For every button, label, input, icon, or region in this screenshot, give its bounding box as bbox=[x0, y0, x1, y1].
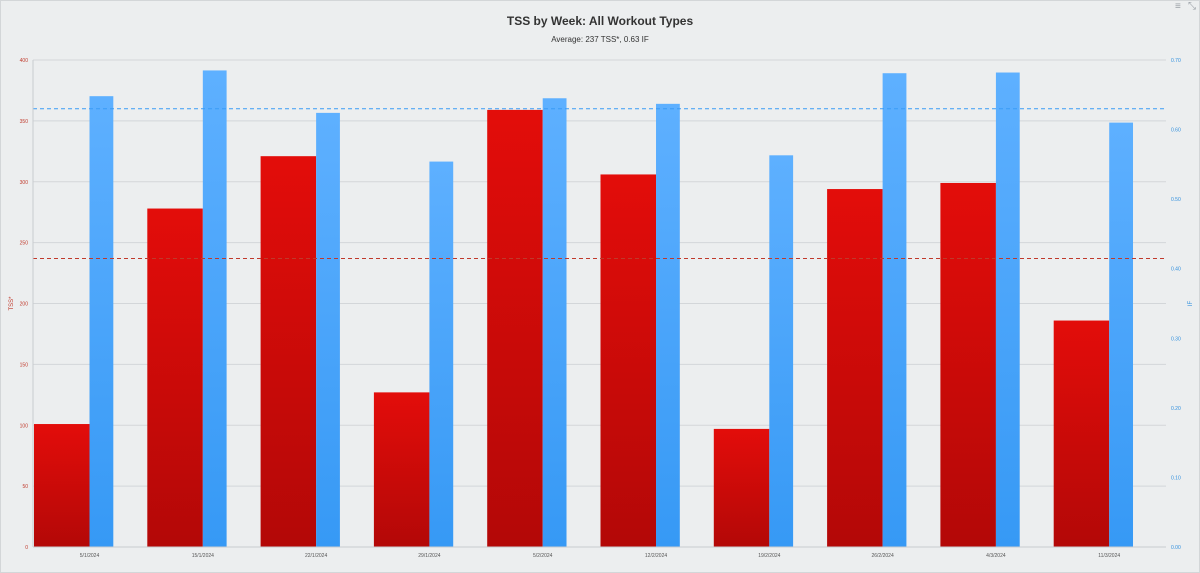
bar-tss bbox=[373, 392, 430, 547]
bar-if bbox=[882, 73, 907, 548]
bar-tss bbox=[34, 424, 90, 547]
y-right-axis-title: IF bbox=[1188, 301, 1194, 307]
x-tick-label: 11/3/2024 bbox=[1098, 553, 1120, 559]
x-tick-label: 12/2/2024 bbox=[645, 553, 667, 559]
y-left-tick-label: 200 bbox=[20, 302, 29, 308]
x-tick-label: 19/2/2024 bbox=[758, 553, 780, 559]
y-left-tick-label: 350 bbox=[20, 119, 29, 125]
menu-icon[interactable]: ≡ bbox=[1175, 1, 1181, 12]
y-right-tick-label: 0.30 bbox=[1171, 336, 1181, 342]
x-tick-label: 4/3/2024 bbox=[986, 553, 1006, 559]
bar-if bbox=[202, 70, 227, 547]
y-left-tick-label: 150 bbox=[20, 362, 29, 368]
x-tick-label: 5/1/2024 bbox=[80, 553, 100, 559]
bar-tss bbox=[487, 109, 543, 547]
chart-subtitle: Average: 237 TSS*, 0.63 IF bbox=[551, 35, 649, 44]
y-left-tick-label: 50 bbox=[22, 484, 28, 490]
y-right-tick-label: 0.50 bbox=[1171, 197, 1181, 203]
bar-if bbox=[995, 72, 1020, 547]
bar-tss bbox=[827, 189, 883, 547]
bar-if bbox=[769, 155, 794, 547]
bar-if bbox=[89, 96, 114, 548]
bar-if bbox=[542, 98, 567, 547]
y-left-tick-label: 300 bbox=[20, 180, 29, 186]
bar-if bbox=[316, 112, 340, 548]
bar-tss bbox=[600, 174, 657, 547]
y-left-tick-label: 0 bbox=[25, 545, 28, 551]
y-left-tick-label: 400 bbox=[20, 58, 29, 64]
y-right-tick-label: 0.60 bbox=[1171, 128, 1181, 134]
bar-tss bbox=[1053, 320, 1110, 547]
chart-title: TSS by Week: All Workout Types bbox=[506, 14, 694, 28]
bar-tss bbox=[940, 182, 996, 547]
bar-tss bbox=[713, 428, 770, 547]
y-right-tick-label: 0.00 bbox=[1171, 545, 1181, 551]
x-tick-label: 5/2/2024 bbox=[533, 553, 553, 559]
x-tick-label: 22/1/2024 bbox=[305, 553, 327, 559]
x-tick-label: 26/2/2024 bbox=[871, 553, 893, 559]
y-right-tick-label: 0.20 bbox=[1171, 406, 1181, 412]
y-right-tick-label: 0.70 bbox=[1171, 58, 1181, 64]
y-left-tick-label: 100 bbox=[20, 423, 29, 429]
y-left-tick-label: 250 bbox=[20, 241, 29, 247]
y-right-tick-label: 0.10 bbox=[1171, 475, 1181, 481]
bar-if bbox=[1109, 122, 1134, 547]
collapse-icon[interactable]: ⤡ bbox=[1188, 1, 1196, 12]
bar-if bbox=[656, 103, 680, 547]
bar-tss bbox=[147, 208, 203, 547]
x-tick-label: 15/1/2024 bbox=[192, 553, 214, 559]
bar-if bbox=[429, 161, 454, 547]
bar-tss bbox=[260, 156, 317, 547]
y-right-tick-label: 0.40 bbox=[1171, 267, 1181, 273]
y-left-axis-title: TSS* bbox=[9, 296, 15, 311]
x-tick-label: 29/1/2024 bbox=[418, 553, 440, 559]
